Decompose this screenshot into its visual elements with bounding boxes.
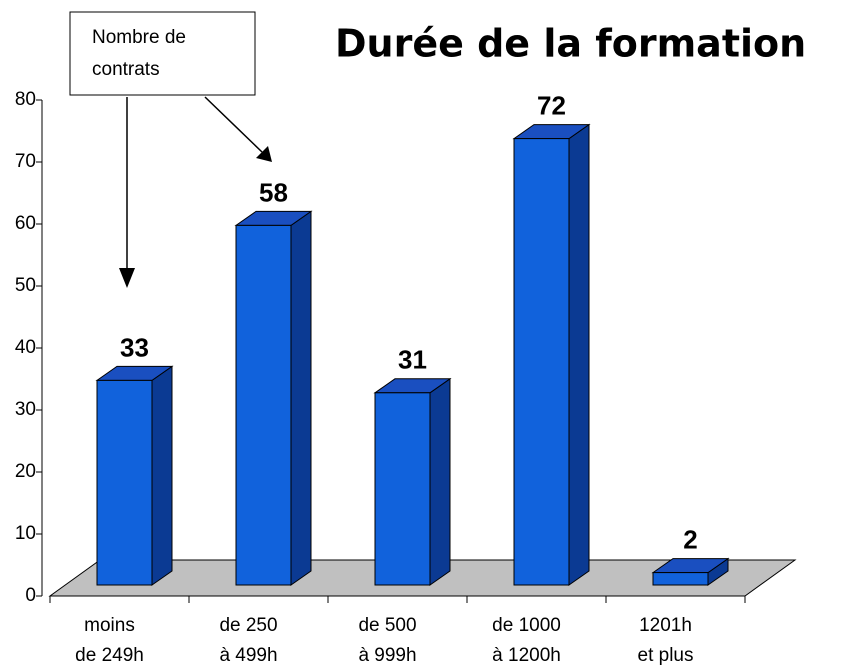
bar-face	[568, 123, 590, 586]
arrows	[119, 96, 272, 288]
value-label: 33	[120, 332, 149, 362]
bar-face	[151, 365, 173, 586]
bar-face	[652, 572, 709, 586]
bar	[95, 365, 174, 586]
x-tick-label: de 500 à 999h	[358, 615, 416, 666]
y-tick-label: 10	[15, 523, 36, 544]
y-tick-label: 20	[15, 461, 36, 482]
x-tick-label: de 250 à 499h	[219, 615, 277, 666]
bar-face	[429, 377, 451, 586]
chart-title: Durée de la formation	[335, 22, 806, 66]
value-label: 31	[398, 345, 427, 375]
bar-face	[96, 379, 153, 586]
bar-face	[235, 224, 292, 586]
x-tick-label: 1201h et plus	[638, 615, 694, 666]
value-label: 2	[683, 524, 697, 554]
bar	[651, 557, 730, 586]
bar-face	[290, 210, 312, 586]
bar-face	[513, 138, 570, 586]
annotation-line: contrats	[92, 59, 160, 80]
y-tick-label: 50	[15, 275, 36, 296]
annotation-box	[69, 11, 256, 96]
bar-face	[374, 392, 431, 586]
y-tick-label: 30	[15, 399, 36, 420]
annotation-line: Nombre de	[92, 27, 186, 48]
value-label: 58	[259, 177, 288, 207]
y-tick-label: 60	[15, 213, 36, 234]
y-tick-label: 80	[15, 89, 36, 110]
bar	[234, 210, 313, 586]
y-tick-label: 0	[25, 585, 36, 606]
x-tick-label: moins de 249h	[75, 615, 144, 666]
value-label: 72	[537, 90, 566, 120]
bar	[512, 123, 591, 586]
y-tick-label: 70	[15, 151, 36, 172]
bar	[373, 377, 452, 586]
x-tick-label: de 1000 à 1200h	[492, 615, 561, 666]
y-tick-label: 40	[15, 337, 36, 358]
